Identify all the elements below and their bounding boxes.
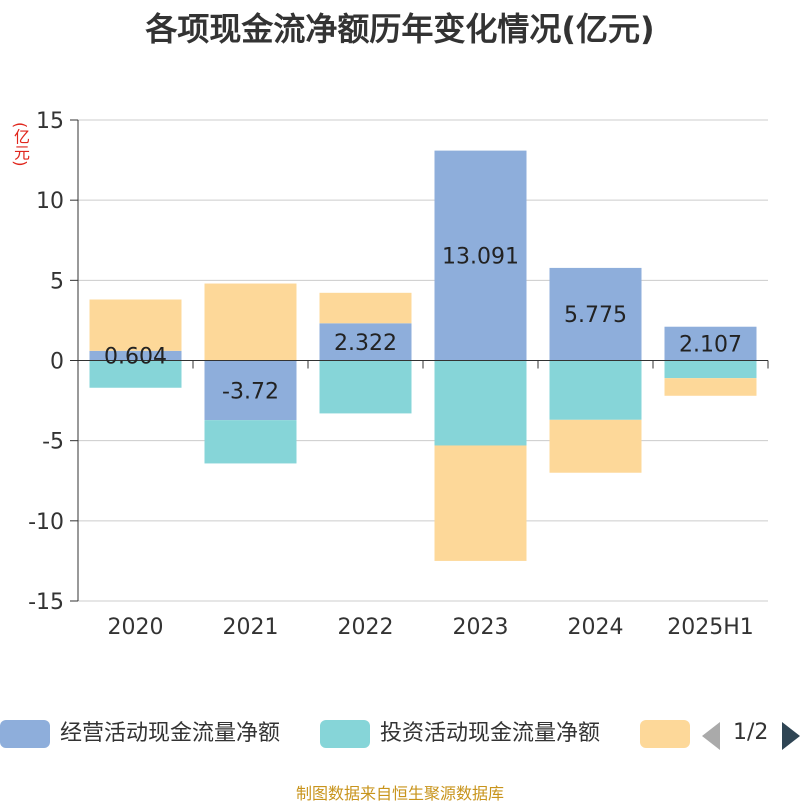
legend-swatch-investing (320, 720, 370, 748)
y-tick-label: 15 (36, 109, 64, 134)
y-tick-label: -15 (28, 590, 64, 615)
bar-series1-2023 (434, 360, 527, 446)
x-tick-label: 2022 (338, 615, 394, 640)
pager-prev-icon[interactable] (702, 722, 720, 750)
bar-series0-2021 (204, 360, 297, 421)
x-tick-label: 2025H1 (667, 615, 754, 640)
y-axis-unit-label: (亿元) (11, 122, 30, 167)
y-tick-label: -5 (42, 430, 64, 455)
y-tick-label: 0 (50, 350, 64, 375)
bar-series2-2020 (89, 299, 182, 351)
data-label: 13.091 (442, 245, 519, 270)
x-tick-labels: 2020 2021 2022 2023 2024 2025H1 (108, 615, 754, 640)
bar-series0-2025H1 (664, 326, 757, 361)
axes (70, 119, 769, 602)
bar-series2-2025H1 (664, 378, 757, 396)
chart-title: 各项现金流净额历年变化情况(亿元) (145, 10, 655, 48)
y-tick-label: 10 (36, 189, 64, 214)
x-tick-label: 2024 (568, 615, 624, 640)
grid-lines (78, 119, 768, 602)
x-tick-label: 2021 (223, 615, 279, 640)
bar-series1-2021 (204, 420, 297, 464)
source-note: 制图数据来自恒生聚源数据库 (295, 784, 504, 803)
bar-series0-2020 (89, 350, 182, 361)
pager-next-icon[interactable] (782, 722, 800, 750)
bar-series2-2024 (549, 419, 642, 473)
bar-series2-2021 (204, 283, 297, 361)
bars (89, 150, 757, 561)
bar-series2-2023 (434, 445, 527, 561)
bar-series1-2025H1 (664, 360, 757, 379)
y-tick-label: 5 (50, 269, 64, 294)
y-tick-labels: 15 10 5 0 -5 -10 -15 (28, 109, 64, 615)
data-labels: 0.604 -3.72 2.322 13.091 5.775 2.107 (104, 245, 742, 405)
bar-series1-2022 (319, 360, 412, 414)
bar-series2-2022 (319, 292, 412, 324)
legend-label-operating: 经营活动现金流量净额 (60, 721, 281, 746)
legend-swatch-third (640, 720, 690, 748)
data-label: -3.72 (222, 379, 279, 404)
bar-series1-2024 (549, 360, 642, 420)
legend-label-investing: 投资活动现金流量净额 (380, 721, 601, 746)
data-label: 2.107 (679, 333, 742, 358)
bar-series0-2024 (549, 267, 642, 361)
data-label: 2.322 (334, 331, 397, 356)
bar-series0-2022 (319, 323, 412, 361)
legend-swatch-operating (0, 720, 50, 748)
data-label: 0.604 (104, 345, 167, 370)
legend-pager: 1/2 (700, 714, 800, 754)
y-tick-label: -10 (28, 510, 64, 535)
bar-series0-2023 (434, 150, 527, 361)
x-tick-label: 2020 (108, 615, 164, 640)
bar-series1-2020 (89, 360, 182, 388)
data-label: 5.775 (564, 303, 627, 328)
x-tick-label: 2023 (453, 615, 509, 640)
pager-text: 1/2 (733, 720, 769, 745)
legend: 经营活动现金流量净额 投资活动现金流量净额 (0, 714, 800, 754)
